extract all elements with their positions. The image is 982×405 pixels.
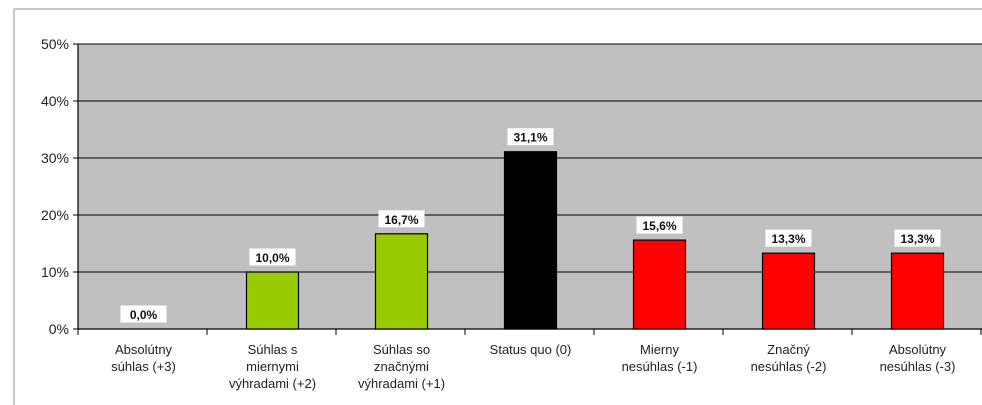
category-label: Absolútny nesúhlas (-3) bbox=[880, 342, 956, 374]
category-label: Status quo (0) bbox=[490, 342, 572, 357]
category-label-line: značnými bbox=[374, 359, 429, 374]
category-label: Súhlas s miernymi výhradami (+2) bbox=[229, 342, 316, 391]
data-label: 10,0% bbox=[255, 251, 289, 265]
data-label-bg bbox=[894, 229, 941, 247]
category-label-line: súhlas (+3) bbox=[111, 359, 176, 374]
data-label-bg bbox=[507, 128, 554, 146]
bar bbox=[245, 271, 300, 330]
y-tick-label: 50% bbox=[41, 36, 69, 52]
category-label-line: miernymi bbox=[246, 359, 299, 374]
bar bbox=[890, 252, 945, 330]
bar bbox=[503, 151, 558, 330]
category-label-line: Súhlas s bbox=[248, 342, 298, 357]
data-label-bg bbox=[249, 248, 296, 266]
category-label-line: nesúhlas (-2) bbox=[751, 359, 827, 374]
data-label: 31,1% bbox=[513, 131, 547, 145]
data-label: 15,6% bbox=[642, 219, 676, 233]
data-label: 13,3% bbox=[771, 232, 805, 246]
category-label-line: Mierny bbox=[640, 342, 680, 357]
bar bbox=[374, 233, 429, 330]
data-label: 16,7% bbox=[384, 213, 418, 227]
category-label-line: Značný bbox=[767, 342, 810, 357]
data-label: 0,0% bbox=[130, 308, 158, 322]
y-tick-label: 40% bbox=[41, 93, 69, 109]
category-label-line: Súhlas so bbox=[373, 342, 430, 357]
bar bbox=[761, 252, 816, 330]
bar bbox=[632, 239, 687, 330]
y-tick-label: 30% bbox=[41, 150, 69, 166]
category-label-line: nesúhlas (-1) bbox=[622, 359, 698, 374]
category-label-line: Status quo (0) bbox=[490, 342, 572, 357]
data-label-bg bbox=[636, 216, 683, 234]
data-label-bg bbox=[765, 229, 812, 247]
y-tick-label: 10% bbox=[41, 264, 69, 280]
category-label-line: Absolútny bbox=[889, 342, 947, 357]
category-label-line: nesúhlas (-3) bbox=[880, 359, 956, 374]
y-tick-label: 20% bbox=[41, 207, 69, 223]
y-tick-label: 0% bbox=[49, 321, 69, 337]
category-label-line: Absolútny bbox=[115, 342, 173, 357]
data-label: 13,3% bbox=[900, 232, 934, 246]
data-label-bg bbox=[378, 210, 425, 228]
category-label: Značný nesúhlas (-2) bbox=[751, 342, 827, 374]
category-label-line: výhradami (+1) bbox=[358, 376, 445, 391]
category-label-line: výhradami (+2) bbox=[229, 376, 316, 391]
category-label: Súhlas so značnými výhradami (+1) bbox=[358, 342, 445, 391]
data-label-bg bbox=[120, 305, 167, 323]
category-label: Mierny nesúhlas (-1) bbox=[622, 342, 698, 374]
category-label: Absolútny súhlas (+3) bbox=[111, 342, 176, 374]
